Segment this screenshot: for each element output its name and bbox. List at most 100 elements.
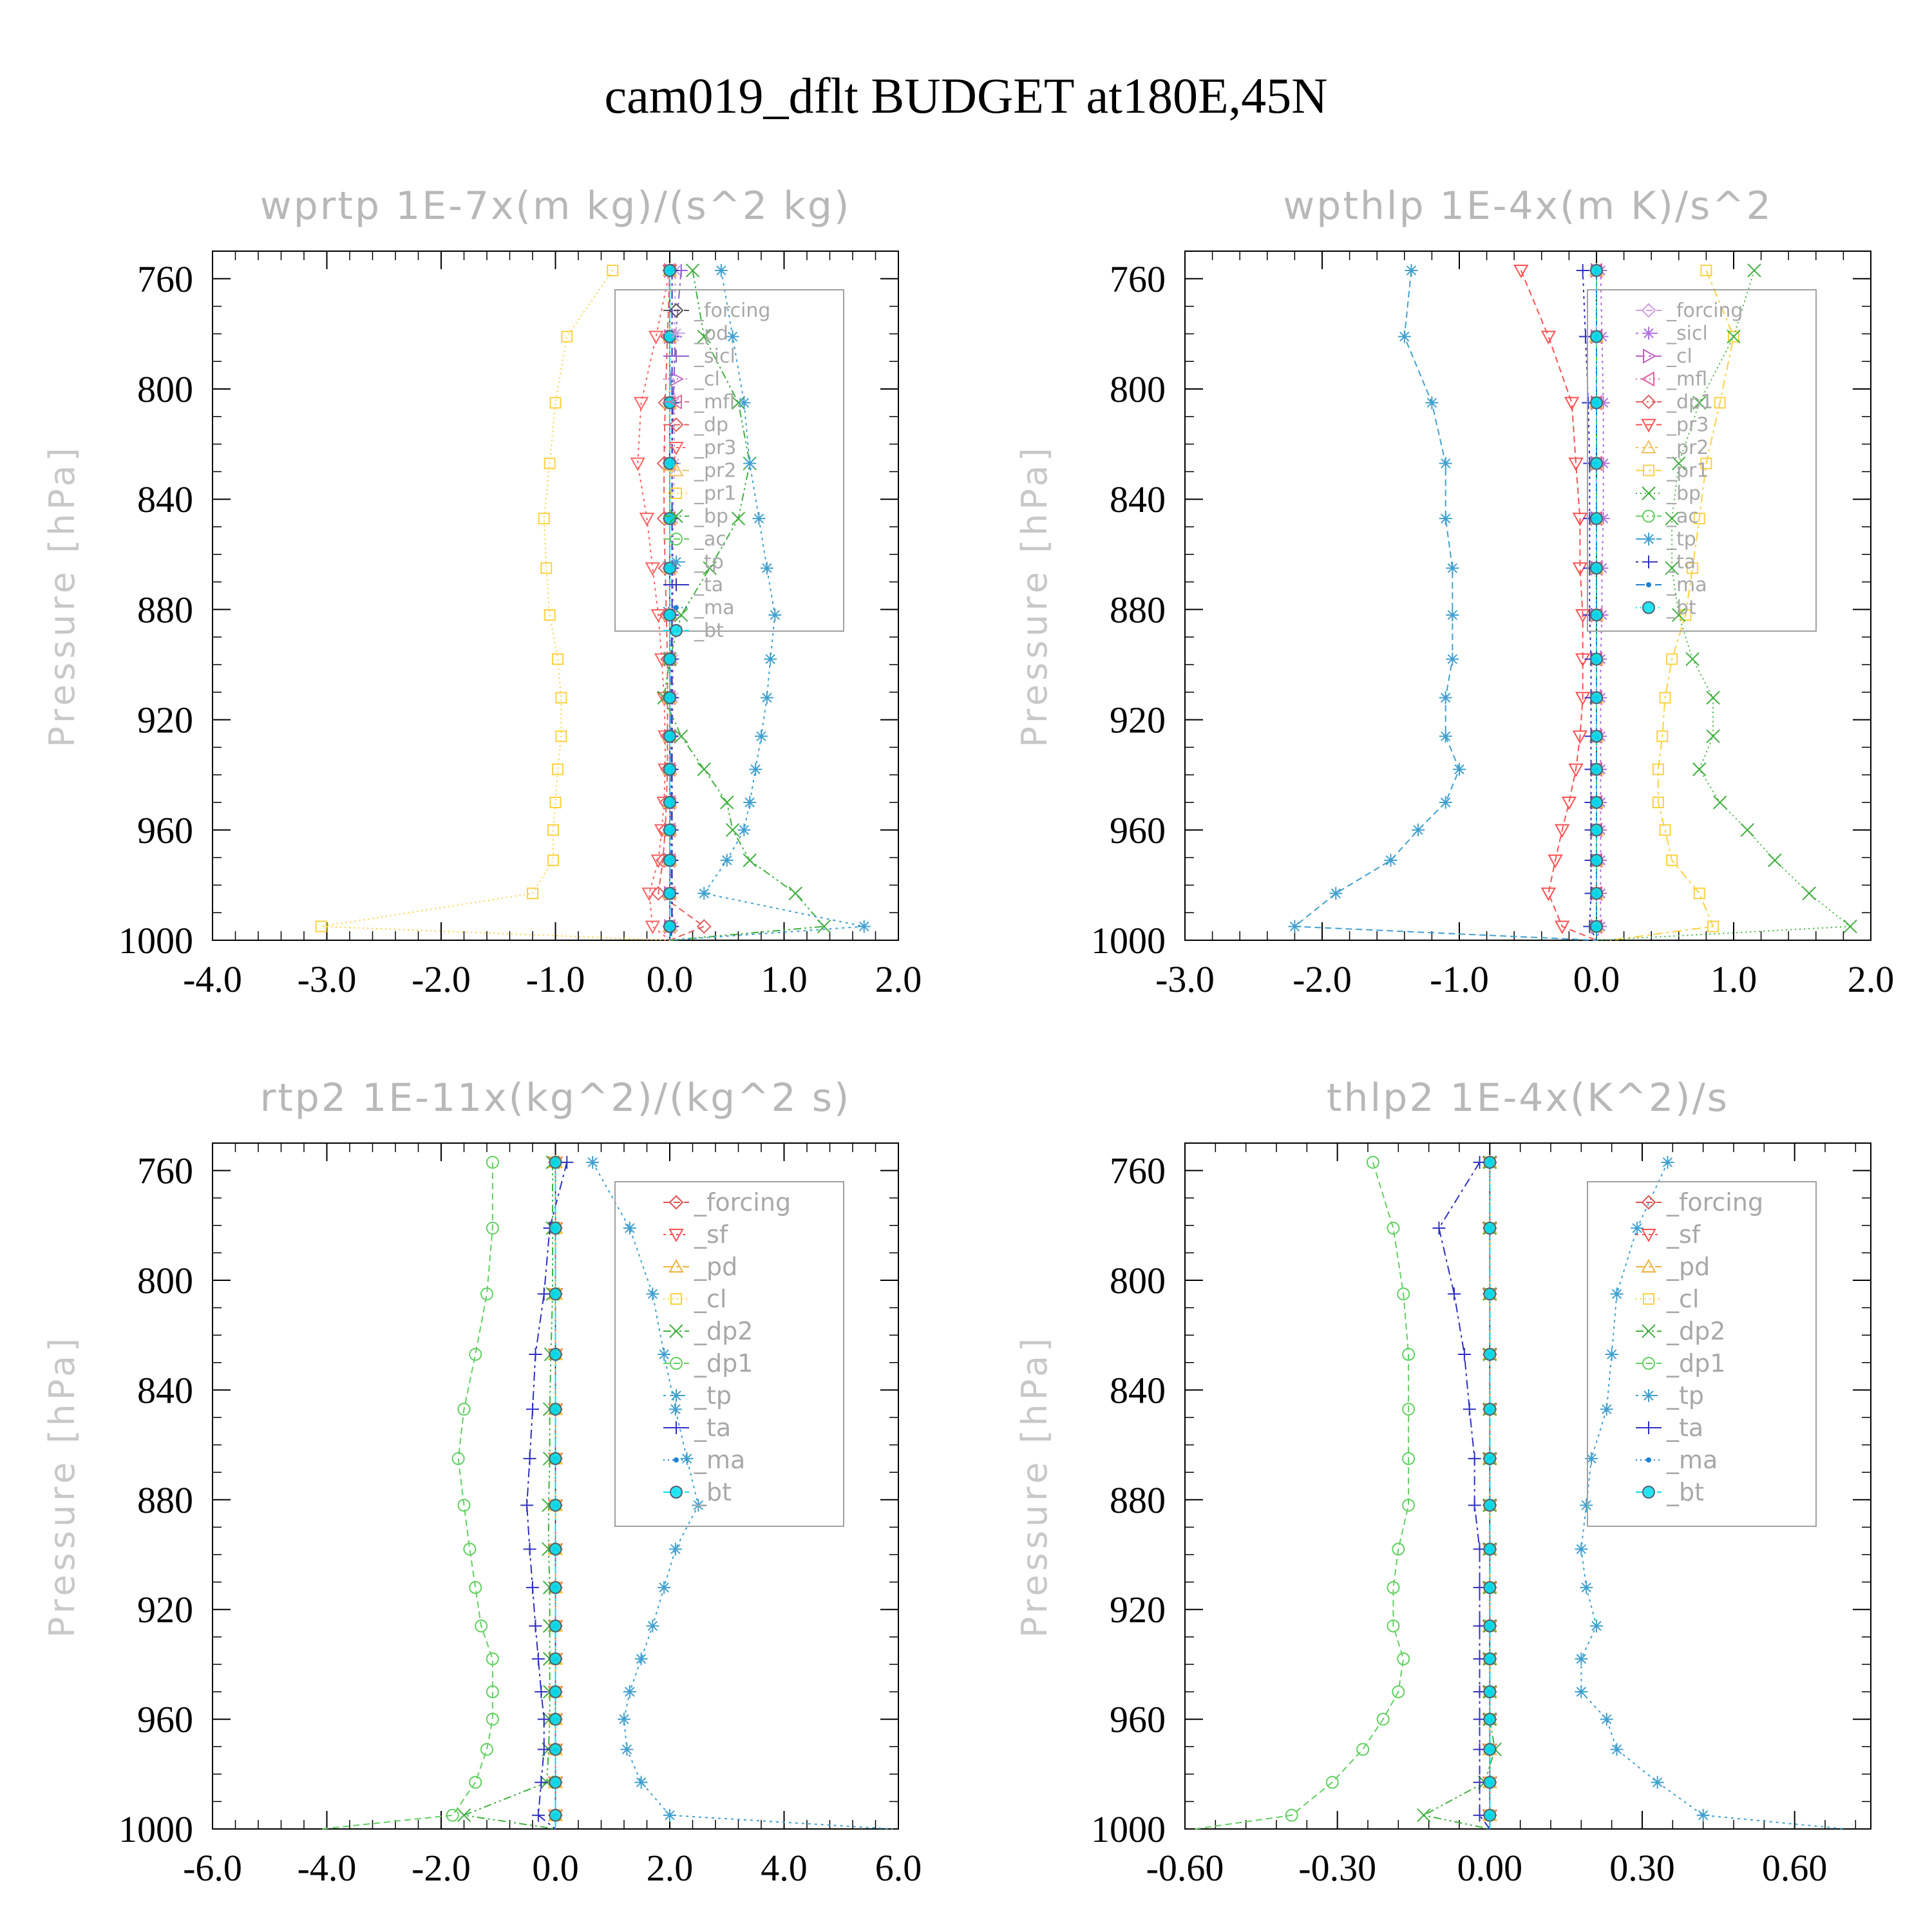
data-point [1575,1542,1588,1556]
data-point [607,264,619,276]
x-tick-label: -2.0 [412,1847,471,1889]
data-point [639,513,655,527]
legend-marker [1642,1421,1655,1434]
legend-marker [669,1324,683,1338]
data-point [537,1287,551,1301]
panel-title: wprtp 1E-7x(m kg)/(s^2 kg) [260,184,851,229]
y-axis-label: Pressure [hPa] [42,444,82,747]
data-point [645,920,661,934]
legend-marker [1646,582,1651,587]
legend-marker [668,1229,684,1243]
x-tick-label: -0.60 [1146,1847,1224,1889]
data-point [1590,457,1603,470]
legend-marker [1641,1229,1656,1243]
data-point [540,562,553,574]
data-point [630,457,645,471]
legend-marker [1646,1457,1651,1463]
data-point [743,853,757,867]
legend-label: _bt [694,620,724,642]
x-tick-label: -2.0 [1293,958,1352,1000]
legend-label: _sicl [1666,323,1708,345]
data-point [1712,795,1727,810]
data-point [641,887,657,902]
y-tick-label: 880 [1110,589,1166,630]
data-point [1590,853,1603,867]
data-point [817,919,831,934]
data-point [1580,1499,1593,1512]
data-point [658,1348,671,1361]
y-tick-label: 1000 [118,920,193,961]
data-point [645,562,661,576]
data-point [743,796,757,809]
data-point [526,1403,539,1416]
series-line [1610,270,1735,941]
series_bp [1596,263,1857,941]
legend-label: _forcing [1666,1188,1763,1217]
series-line [461,1162,556,1830]
legend-label: _sf [1666,1220,1701,1249]
data-point [549,1155,562,1169]
data-point [486,1685,499,1698]
data-point [544,457,556,469]
data-point [663,691,676,705]
data-point [1590,730,1603,743]
data-point [527,887,538,900]
legend-label: _cl [1666,345,1692,368]
y-axis-label: Pressure [hPa] [42,1334,82,1638]
legend-marker [1643,1293,1654,1305]
data-point [1590,396,1603,410]
data-point [1468,1452,1481,1465]
data-point [1692,762,1707,777]
panel-3: rtp2 1E-11x(kg^2)/(kg^2 s) Pressure [hPa]… [42,1075,922,1889]
data-point [480,1743,493,1756]
data-point [1457,1348,1471,1361]
plot-frame [1184,1142,1871,1830]
x-tick-label: -4.0 [183,958,242,1000]
legend-box [1587,289,1817,632]
x-tick-label: 0.30 [1609,1847,1675,1889]
legend-marker [1642,1357,1655,1370]
data-point [1693,887,1705,900]
data-point [1412,823,1425,837]
data-point [1706,690,1720,705]
data-point [549,1652,562,1665]
legend-marker [670,555,683,569]
legend-label: _ta [1666,1414,1703,1442]
data-point [646,1619,659,1633]
data-point [680,1452,694,1465]
series_pr1 [315,264,670,941]
data-point [623,1685,636,1698]
series-line [1582,270,1597,941]
legend-label: _ma [1666,574,1707,596]
data-point [549,1542,562,1556]
legend-box [614,1181,844,1527]
series-line [1596,270,1852,941]
y-tick-label: 960 [1110,1699,1166,1741]
legend-label: _sicl [694,345,735,368]
data-point [663,330,676,343]
data-point [549,1712,562,1726]
data-point [1687,562,1699,574]
series-line [321,270,670,941]
data-point [549,1452,562,1465]
legend: _forcing_pd_sicl_cl_mfl_dp_pr3_pr2_pr1_b… [614,289,844,642]
data-point [1740,823,1755,837]
data-point [1463,1403,1476,1416]
legend-label: _bt [1666,1478,1704,1506]
legend-label: _ma [694,597,735,620]
data-point [1483,1542,1497,1556]
legend-label: _pd [1666,1253,1710,1281]
data-point [1568,457,1584,471]
data-point [1564,397,1580,411]
data-point [526,1581,539,1595]
data-point [549,1743,562,1756]
data-point [529,1619,542,1633]
data-point [469,1581,482,1595]
legend-marker [1642,486,1656,500]
legend-marker [668,1195,684,1210]
data-point [1578,330,1592,343]
legend-label: _dp1 [694,1349,753,1378]
series-line [1520,270,1597,941]
data-point [1605,1348,1618,1361]
data-point [668,1542,682,1556]
